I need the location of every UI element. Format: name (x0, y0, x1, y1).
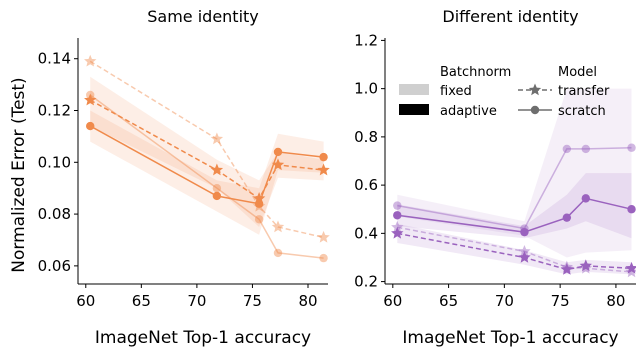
x-axis-label: ImageNet Top-1 accuracy (402, 328, 618, 347)
x-tick-label: 60 (76, 292, 95, 310)
series-line-fixed-scratch (397, 146, 632, 230)
y-tick-label: 0.14 (38, 50, 71, 68)
data-point-star (252, 192, 266, 204)
data-point-circle (393, 211, 402, 220)
x-tick-label: 80 (298, 292, 317, 310)
data-point-circle (319, 152, 328, 162)
x-tick-label: 70 (187, 292, 206, 310)
x-tick-label: 60 (383, 292, 402, 310)
y-tick-label: 0.2 (354, 273, 378, 291)
y-tick-label: 0.10 (38, 153, 71, 171)
data-point-circle (562, 213, 572, 222)
y-tick-label: 1.2 (354, 31, 378, 49)
x-tick-label: 75 (243, 292, 262, 310)
data-point-star (210, 163, 224, 176)
panel-title: Same identity (147, 7, 259, 26)
legend-label-scratch: scratch (558, 104, 606, 119)
y-tick-label: 0.06 (38, 257, 71, 275)
panel-same-identity: Same identity 60 65 70 75 80 0.06 0.08 0.10 0.12 0… (38, 7, 330, 347)
data-point-circle (627, 143, 636, 152)
ci-band-adaptive-scratch (397, 173, 632, 239)
series-line-adaptive-transfer (397, 232, 632, 271)
data-point-star (579, 259, 592, 272)
data-point-circle (212, 191, 222, 201)
data-point-star (317, 163, 330, 176)
data-point-star (518, 250, 531, 263)
data-point-circle (212, 183, 222, 193)
x-axis-label: ImageNet Top-1 accuracy (95, 328, 311, 347)
data-point-star (518, 244, 531, 257)
ci-band-adaptive-scratch (90, 110, 324, 235)
ci-band-fixed-scratch (397, 88, 632, 258)
x-tick-label: 80 (606, 292, 625, 310)
legend-label-transfer: transfer (558, 84, 610, 99)
data-point-star (84, 93, 97, 106)
data-point-circle (581, 194, 590, 203)
legend-circle-icon (530, 105, 540, 115)
x-tick-label: 75 (551, 292, 570, 310)
data-point-circle (254, 199, 264, 208)
legend-star-icon (528, 83, 542, 96)
data-point-circle (273, 248, 283, 258)
data-point-star (271, 220, 285, 233)
data-point-star (391, 226, 404, 239)
data-point-circle (273, 147, 283, 157)
data-point-star (271, 158, 285, 171)
data-point-circle (86, 121, 95, 131)
data-point-star (317, 230, 330, 243)
x-tick-label: 65 (132, 292, 151, 310)
panel-different-identity: Different identity 60 65 70 75 80 0.2 0.4 0.6 0.8… (354, 7, 636, 347)
ci-band-adaptive-transfer (397, 223, 632, 275)
data-point-circle (581, 144, 590, 154)
data-point-circle (319, 253, 328, 263)
legend-swatch-fixed (399, 84, 429, 95)
y-tick-label: 1.0 (354, 80, 378, 98)
panel-title: Different identity (442, 7, 578, 26)
legend-label-fixed: fixed (440, 84, 472, 99)
data-point-circle (520, 227, 529, 237)
legend-title-model: Model (558, 65, 597, 80)
data-point-star (391, 220, 404, 233)
data-point-circle (562, 144, 572, 154)
y-axis-label: Normalized Error (Test) (9, 77, 29, 272)
y-tick-label: 0.12 (38, 102, 71, 120)
y-tick-label: 0.6 (354, 176, 378, 194)
data-point-star (84, 54, 97, 67)
data-point-star (210, 132, 224, 145)
y-tick-label: 0.8 (354, 128, 378, 146)
data-point-star (625, 261, 636, 274)
y-tick-label: 0.4 (354, 224, 378, 242)
legend-title-batchnorm: Batchnorm (440, 65, 511, 80)
y-tick-label: 0.08 (38, 205, 71, 223)
series-line-fixed-scratch (89, 94, 324, 259)
data-point-circle (393, 201, 402, 210)
data-point-circle (254, 215, 264, 224)
legend: Batchnorm Model fixed adaptive transfer scrat… (399, 65, 610, 119)
data-point-circle (627, 205, 636, 214)
data-point-star (560, 263, 574, 275)
legend-swatch-adaptive (399, 104, 429, 115)
legend-label-adaptive: adaptive (440, 104, 497, 119)
ci-band-adaptive-transfer (90, 76, 324, 227)
x-tick-label: 70 (495, 292, 514, 310)
series-line-fixed-transfer (397, 226, 632, 273)
x-tick-label: 65 (439, 292, 458, 310)
